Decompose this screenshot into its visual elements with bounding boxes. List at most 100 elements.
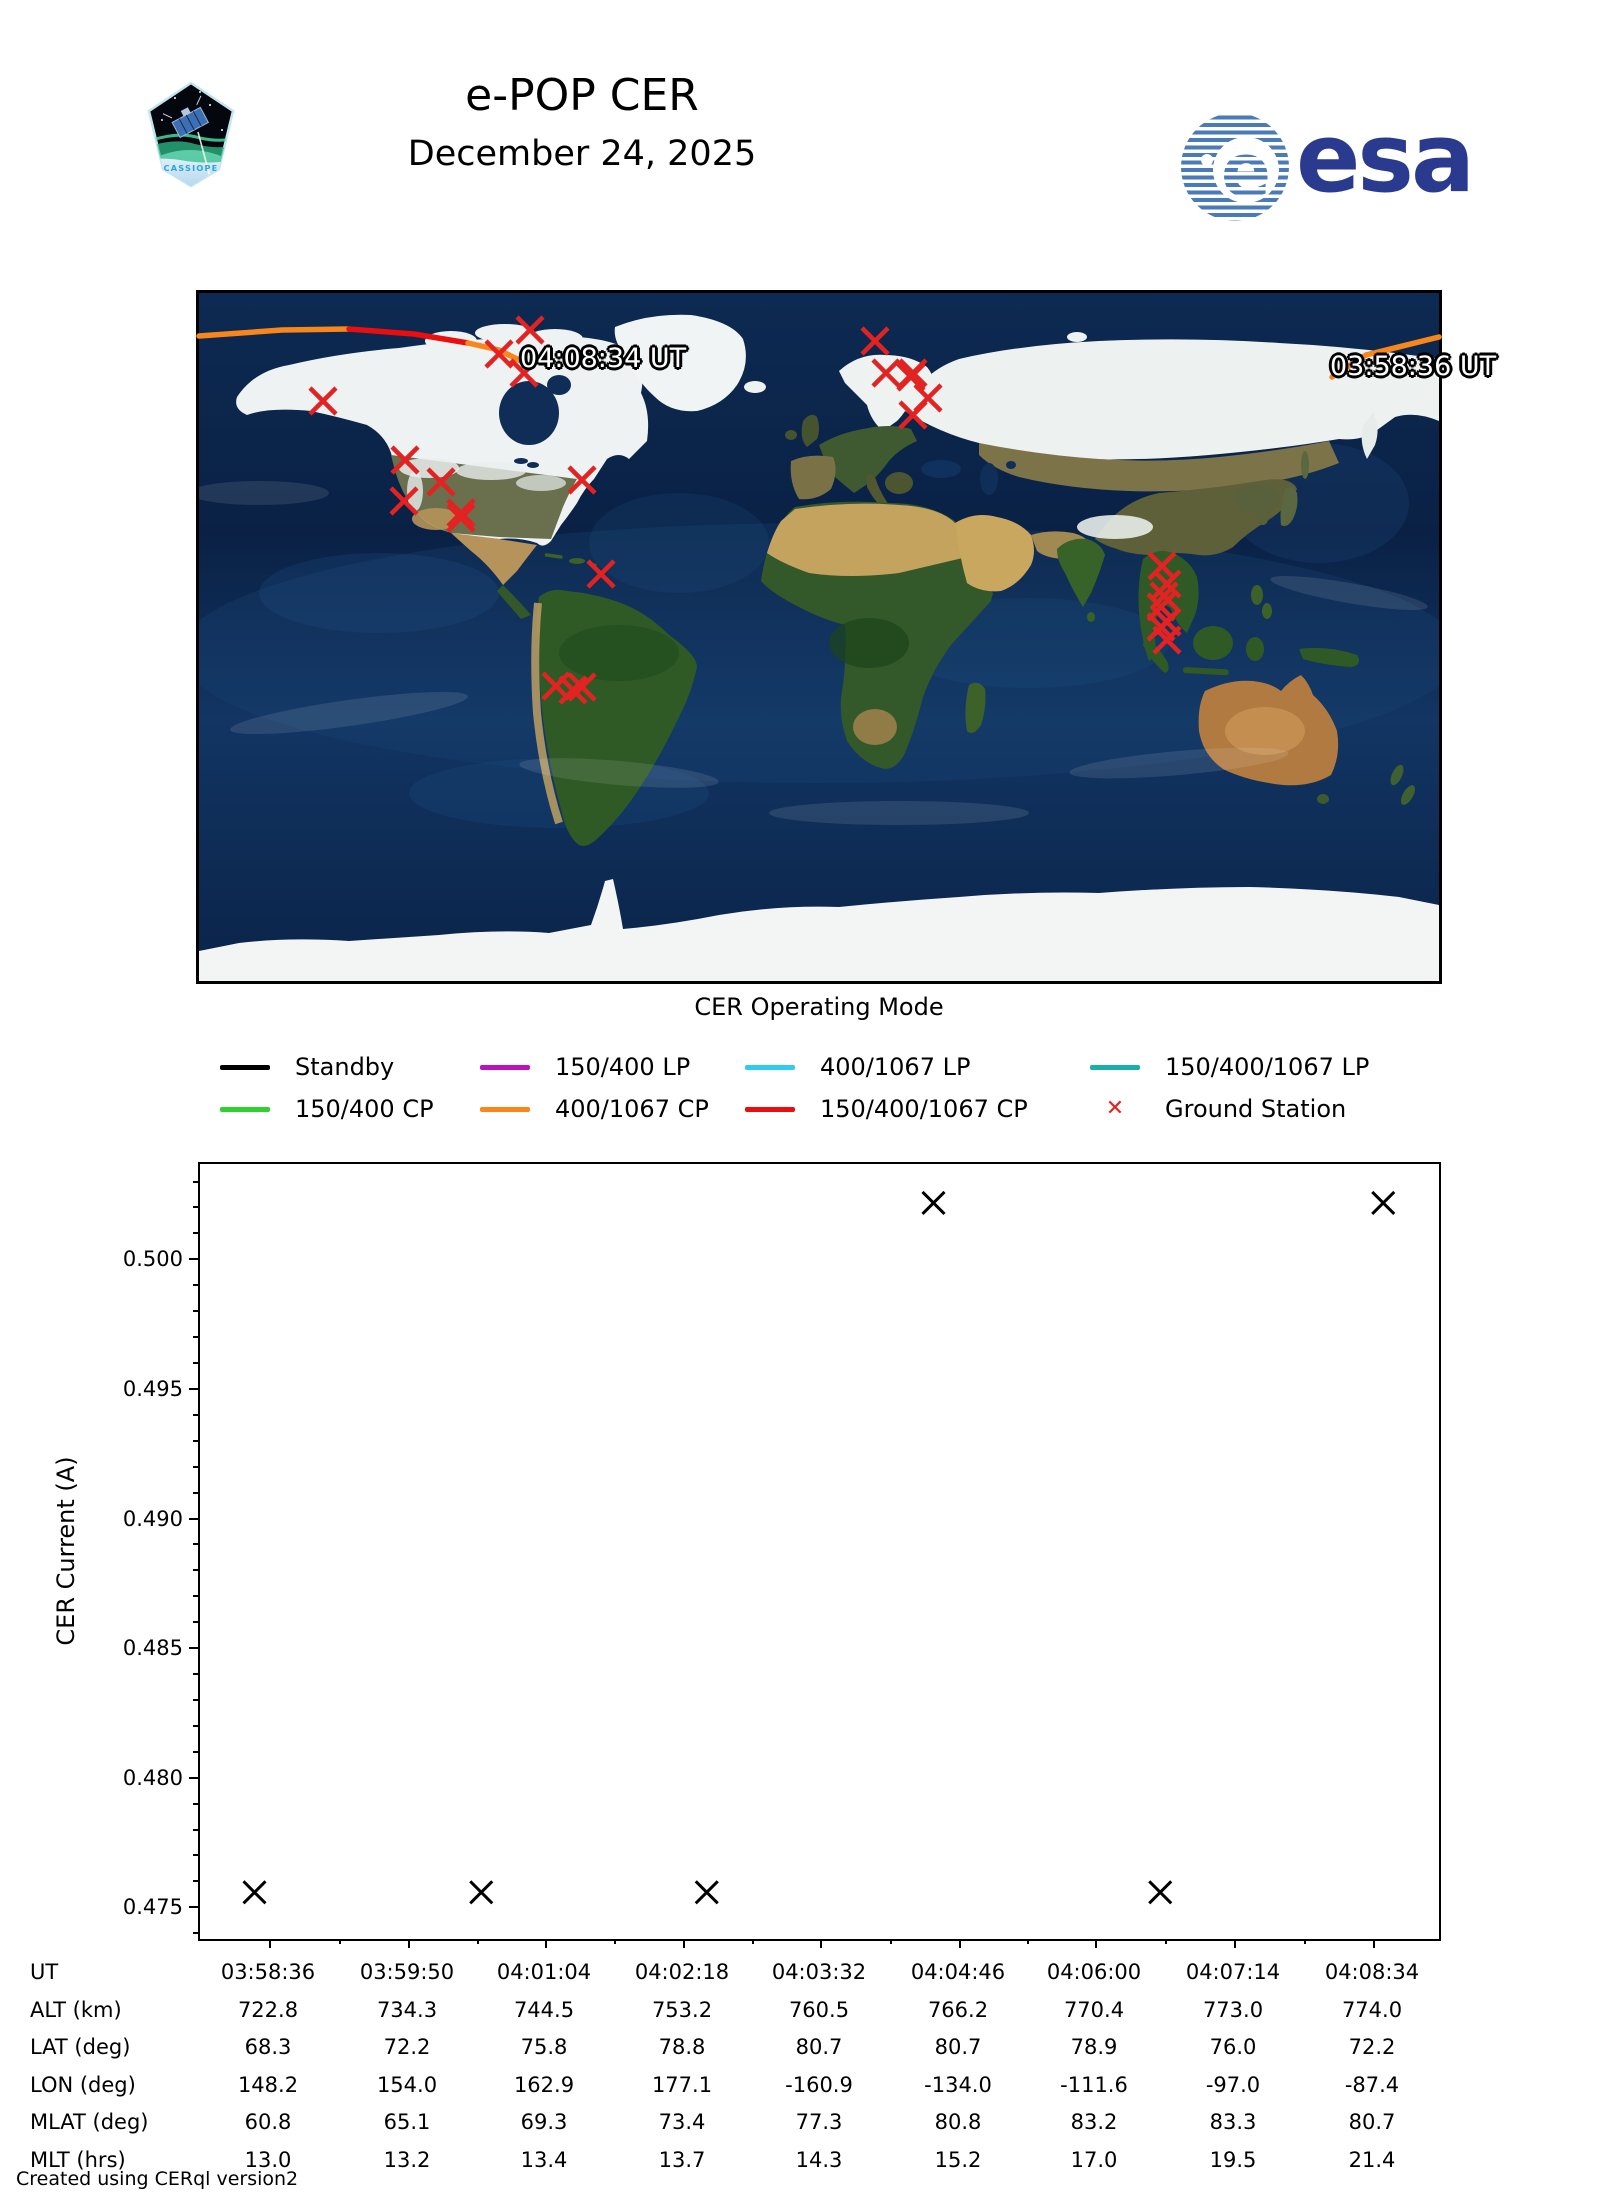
table-cell: -160.9 bbox=[785, 2072, 853, 2097]
x-major-tick bbox=[1095, 1939, 1097, 1948]
y-major-tick bbox=[189, 1387, 198, 1390]
y-minor-tick bbox=[193, 1310, 198, 1313]
legend-line-swatch bbox=[220, 1064, 270, 1070]
legend-line-swatch bbox=[745, 1106, 795, 1112]
x-major-tick bbox=[269, 1939, 271, 1948]
ground-station-marker bbox=[1152, 625, 1182, 655]
data-point-marker bbox=[1148, 1880, 1173, 1905]
table-cell: 04:06:00 bbox=[1046, 1960, 1142, 1984]
y-minor-tick bbox=[193, 1750, 198, 1753]
y-tick-label: 0.490 bbox=[122, 1506, 183, 1531]
x-major-tick bbox=[408, 1939, 410, 1948]
table-cell: 13.7 bbox=[658, 2147, 706, 2172]
x-major-tick bbox=[1234, 1939, 1236, 1948]
table-cell: 72.2 bbox=[1348, 2035, 1396, 2059]
table-cell: 68.3 bbox=[244, 2035, 292, 2059]
table-cell: 148.2 bbox=[237, 2072, 299, 2097]
table-cell: -134.0 bbox=[924, 2072, 992, 2097]
table-cell: 60.8 bbox=[244, 2110, 292, 2134]
y-minor-tick bbox=[193, 1569, 198, 1572]
ground-station-marker bbox=[1147, 551, 1177, 581]
table-cell: 04:08:34 bbox=[1324, 1960, 1420, 1984]
ground-station-marker bbox=[446, 498, 476, 528]
legend-line-swatch bbox=[1090, 1064, 1140, 1070]
pass-end-time-label: 04:08:34 UT bbox=[520, 343, 687, 374]
ground-station-marker bbox=[541, 671, 571, 701]
cassiope-patch-text: CASSIOPE bbox=[164, 163, 219, 173]
x-major-tick bbox=[959, 1939, 961, 1948]
table-cell: 15.2 bbox=[934, 2147, 982, 2172]
legend-line-swatch bbox=[220, 1106, 270, 1112]
table-cell: 17.0 bbox=[1070, 2147, 1118, 2172]
ground-station-marker bbox=[484, 339, 514, 369]
y-minor-tick bbox=[193, 1828, 198, 1831]
table-cell: 77.3 bbox=[795, 2110, 843, 2134]
table-cell: 13.4 bbox=[520, 2147, 568, 2172]
table-cell: 04:07:14 bbox=[1185, 1960, 1281, 1984]
cer-current-plot: 0.475 0.480 0.485 0.490 0.495 0.500 bbox=[123, 1162, 1441, 1948]
y-minor-tick bbox=[193, 1802, 198, 1805]
scatter-points bbox=[242, 1190, 1396, 1905]
table-cell: 744.5 bbox=[513, 1997, 575, 2022]
table-cell: 83.3 bbox=[1209, 2110, 1257, 2134]
y-tick-label: 0.485 bbox=[122, 1636, 183, 1661]
ground-station-marker bbox=[308, 386, 338, 416]
y-tick-label: 0.500 bbox=[122, 1247, 183, 1272]
table-cell: 760.5 bbox=[788, 1997, 850, 2022]
y-minor-tick bbox=[193, 1698, 198, 1701]
table-cell: 75.8 bbox=[520, 2035, 568, 2059]
ground-station-marker bbox=[1149, 581, 1179, 611]
table-cell: 69.3 bbox=[520, 2110, 568, 2134]
table-cell: 04:03:32 bbox=[771, 1960, 867, 1984]
legend-item: Standby bbox=[220, 1052, 394, 1082]
legend-title: CER Operating Mode bbox=[694, 993, 944, 1021]
legend-line-swatch bbox=[480, 1106, 530, 1112]
y-minor-tick bbox=[193, 1232, 198, 1235]
ground-station-marker bbox=[390, 445, 420, 475]
table-cell: 19.5 bbox=[1209, 2147, 1257, 2172]
pass-start-time-label: 03:58:36 UT bbox=[1330, 351, 1497, 382]
table-cell: 04:01:04 bbox=[496, 1960, 592, 1984]
orbit-track-segment bbox=[196, 326, 352, 339]
table-cell: 76.0 bbox=[1209, 2035, 1257, 2059]
orbit-track-segment bbox=[346, 326, 471, 346]
y-minor-tick bbox=[193, 1932, 198, 1935]
legend-line-swatch bbox=[480, 1064, 530, 1070]
data-point-marker bbox=[921, 1190, 946, 1215]
ground-station-marker bbox=[558, 675, 588, 705]
y-minor-tick bbox=[193, 1724, 198, 1727]
y-minor-tick bbox=[193, 1336, 198, 1339]
data-point-marker bbox=[1371, 1190, 1396, 1215]
y-minor-tick bbox=[193, 1361, 198, 1364]
ground-station-marker bbox=[509, 358, 539, 388]
table-cell: 734.3 bbox=[376, 1997, 438, 2022]
ground-station-marker bbox=[567, 465, 597, 495]
y-minor-tick bbox=[193, 1621, 198, 1624]
table-cell: 162.9 bbox=[513, 2072, 575, 2097]
y-tick-label: 0.480 bbox=[122, 1765, 183, 1790]
table-cell: 154.0 bbox=[376, 2072, 438, 2097]
y-axis-label: CER Current (A) bbox=[52, 1456, 80, 1646]
y-minor-tick bbox=[193, 1180, 198, 1183]
y-minor-tick bbox=[193, 1284, 198, 1287]
x-minor-tick bbox=[614, 1939, 616, 1944]
table-cell: 770.4 bbox=[1063, 1997, 1125, 2022]
y-tick-label: 0.475 bbox=[122, 1895, 183, 1920]
legend-item: 150/400/1067 CP bbox=[745, 1094, 1028, 1124]
legend-item: ✕ Ground Station bbox=[1090, 1094, 1346, 1124]
esa-logo-globe: e bbox=[1181, 113, 1289, 221]
table-cell: -87.4 bbox=[1344, 2072, 1400, 2097]
table-cell: 65.1 bbox=[383, 2110, 431, 2134]
table-cell: -97.0 bbox=[1205, 2072, 1261, 2097]
legend-item-label: 150/400 LP bbox=[555, 1053, 691, 1081]
y-major-tick bbox=[189, 1906, 198, 1909]
page-title: e-POP CER bbox=[465, 70, 699, 121]
table-cell: 722.8 bbox=[237, 1997, 299, 2022]
legend-item-label: 150/400/1067 LP bbox=[1165, 1053, 1370, 1081]
footer-credit: Created using CERql version2 bbox=[16, 2168, 299, 2190]
table-cell: 73.4 bbox=[658, 2110, 706, 2134]
table-row-label: UT bbox=[30, 1960, 59, 1984]
table-cell: 03:59:50 bbox=[359, 1960, 455, 1984]
page-subtitle: December 24, 2025 bbox=[407, 134, 757, 174]
